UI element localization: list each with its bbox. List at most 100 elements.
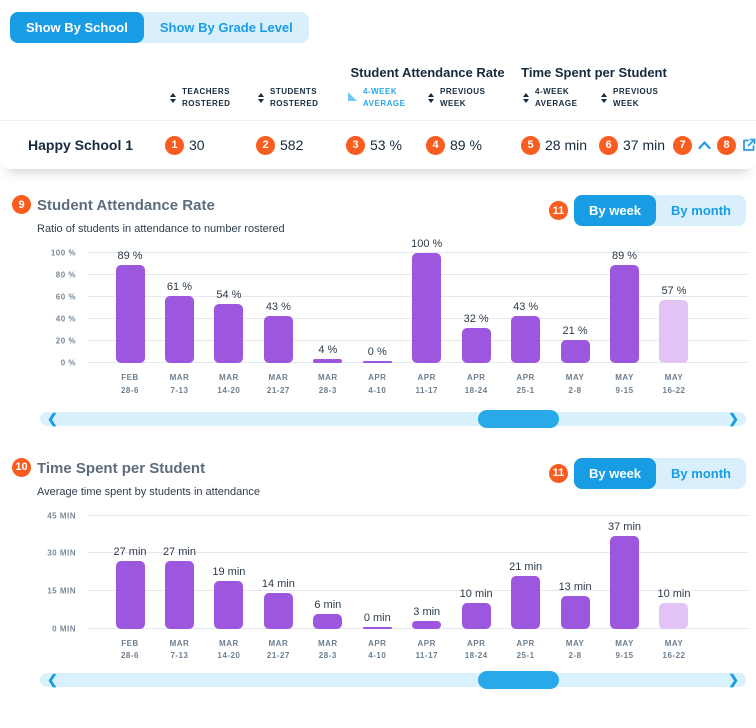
bar[interactable] bbox=[362, 626, 392, 629]
bar-slot: 57 % bbox=[652, 285, 696, 363]
time-previous-week-value: 6 37 min bbox=[593, 135, 673, 155]
gridline bbox=[88, 589, 748, 591]
gridline bbox=[88, 514, 748, 516]
bar-slot: 14 min bbox=[256, 578, 300, 629]
scroll-left-icon[interactable]: ❮ bbox=[47, 672, 58, 688]
bar-slot: 6 min bbox=[306, 599, 350, 629]
bar[interactable] bbox=[263, 593, 293, 629]
external-link-icon bbox=[743, 138, 756, 151]
bar[interactable] bbox=[115, 265, 145, 363]
scroll-right-icon[interactable]: ❯ bbox=[728, 410, 739, 426]
y-tick-label: 15 MIN bbox=[47, 586, 76, 596]
x-tick-label: MAR 14-20 bbox=[217, 373, 241, 395]
bar-value-label: 19 min bbox=[212, 565, 246, 578]
bar[interactable] bbox=[214, 580, 244, 629]
bar[interactable] bbox=[164, 295, 194, 363]
section-subtitle: Average time spent by students in attend… bbox=[37, 485, 260, 498]
row-actions: 7 8 bbox=[673, 135, 756, 155]
attendance-4-week-average-value: 3 53 % bbox=[340, 135, 420, 155]
chart-x-axis-labels: FEB 28-6 MAR 7-13 MAR 14-20 MAR 21-27 MAR 28-3 APR… bbox=[108, 372, 696, 398]
bar[interactable] bbox=[412, 621, 442, 629]
bar-slot: 100 % bbox=[405, 238, 449, 363]
bar-value-label: 10 min bbox=[459, 588, 493, 601]
bar-value-label: 57 % bbox=[661, 285, 687, 298]
bar-slot: 61 % bbox=[157, 281, 201, 363]
x-tick-label: APR 18-24 bbox=[464, 638, 488, 661]
bar-value-label: 0 % bbox=[367, 346, 387, 358]
by-month-button[interactable]: By month bbox=[656, 458, 746, 489]
annotation-badge: 10 bbox=[12, 457, 31, 477]
bar-slot: 32 % bbox=[454, 313, 498, 363]
sort-icon bbox=[601, 93, 607, 103]
show-by-school-button[interactable]: Show By School bbox=[10, 12, 144, 43]
column-header-students-rostered[interactable]: STUDENTS ROSTERED bbox=[250, 86, 340, 110]
bar[interactable] bbox=[412, 253, 442, 363]
by-week-button[interactable]: By week bbox=[574, 195, 657, 226]
bar[interactable] bbox=[610, 535, 640, 629]
bar-value-label: 100 % bbox=[411, 238, 443, 250]
scroll-right-icon[interactable]: ❯ bbox=[728, 672, 739, 688]
sorted-indicator-icon bbox=[348, 91, 357, 101]
attendance-chart-scrollbar[interactable]: ❮ ❯ bbox=[40, 409, 746, 428]
annotation-badge: 6 bbox=[599, 135, 618, 155]
by-week-button[interactable]: By week bbox=[574, 457, 657, 489]
bar[interactable] bbox=[214, 303, 244, 363]
bar-slot: 19 min bbox=[207, 566, 251, 629]
collapse-row-button[interactable] bbox=[695, 138, 714, 152]
bar[interactable] bbox=[461, 327, 491, 363]
x-tick-label: MAY 2-8 bbox=[565, 638, 585, 661]
annotation-badge: 11 bbox=[549, 463, 568, 483]
chart-plot-area: 0 % 20 % 40 % 60 % 80 % 100 % 89 % 61 % 54 % 43 %… bbox=[51, 238, 748, 368]
sort-icon bbox=[428, 93, 434, 103]
y-tick-label: 100 % bbox=[50, 248, 76, 258]
scrollbar-thumb[interactable] bbox=[477, 409, 559, 428]
time-spent-chart-scrollbar[interactable]: ❮ ❯ bbox=[40, 671, 746, 690]
bar[interactable] bbox=[610, 265, 640, 363]
x-tick-label: APR 4-10 bbox=[368, 638, 387, 661]
bar[interactable] bbox=[511, 315, 541, 363]
x-tick-label: APR 11-17 bbox=[415, 373, 438, 395]
bar[interactable] bbox=[461, 603, 491, 629]
bar[interactable] bbox=[115, 560, 145, 629]
gridline bbox=[88, 552, 748, 554]
attendance-section-header: 9 Student Attendance Rate Ratio of stude… bbox=[0, 195, 756, 235]
bar-slot: 43 % bbox=[504, 301, 548, 363]
bar[interactable] bbox=[560, 339, 590, 363]
x-tick-label: APR 25-1 bbox=[516, 638, 535, 661]
time-spent-section-header: 10 Time Spent per Student Average time s… bbox=[0, 457, 756, 498]
bar[interactable] bbox=[560, 595, 590, 629]
show-by-grade-level-button[interactable]: Show By Grade Level bbox=[144, 12, 309, 43]
scroll-left-icon[interactable]: ❮ bbox=[47, 410, 58, 426]
chart-x-axis-labels: FEB 28-6 MAR 7-13 MAR 14-20 MAR 21-27 MAR 28-3 APR… bbox=[108, 638, 696, 664]
bar[interactable] bbox=[313, 358, 343, 363]
bar[interactable] bbox=[313, 613, 343, 629]
y-tick-label: 0 MIN bbox=[52, 624, 76, 634]
bar[interactable] bbox=[511, 575, 541, 629]
by-month-button[interactable]: By month bbox=[656, 195, 746, 226]
range-toggle-group: By week By month bbox=[574, 195, 746, 226]
column-header-attendance-previous-week[interactable]: PREVIOUS WEEK bbox=[420, 86, 515, 110]
bar-value-label: 3 min bbox=[413, 606, 441, 619]
x-tick-label: MAY 16-22 bbox=[662, 373, 686, 395]
bar-value-label: 6 min bbox=[314, 598, 342, 611]
column-header-time-4-week-average[interactable]: 4-WEEK AVERAGE bbox=[515, 86, 593, 110]
bar[interactable] bbox=[659, 603, 689, 629]
column-header-teachers-rostered[interactable]: TEACHERS ROSTERED bbox=[150, 86, 250, 110]
bar-value-label: 21 % bbox=[562, 324, 588, 337]
column-header-attendance-4-week-average[interactable]: 4-WEEK AVERAGE bbox=[340, 86, 420, 110]
bar-slot: 89 % bbox=[108, 250, 152, 363]
x-tick-label: MAR 14-20 bbox=[217, 638, 241, 661]
bar-value-label: 0 min bbox=[363, 611, 391, 624]
scrollbar-thumb[interactable] bbox=[477, 671, 559, 690]
bar-value-label: 43 % bbox=[265, 300, 291, 313]
open-school-detail-button[interactable] bbox=[739, 135, 756, 155]
section-title: Time Spent per Student bbox=[37, 459, 206, 477]
column-header-time-previous-week[interactable]: PREVIOUS WEEK bbox=[593, 86, 673, 110]
bar[interactable] bbox=[263, 315, 293, 363]
group-header-attendance: Student Attendance Rate bbox=[350, 65, 505, 80]
bar[interactable] bbox=[362, 361, 392, 363]
school-name: Happy School 1 bbox=[28, 137, 134, 153]
bar[interactable] bbox=[164, 560, 194, 629]
bar[interactable] bbox=[659, 300, 689, 363]
bar-value-label: 21 min bbox=[509, 560, 543, 573]
